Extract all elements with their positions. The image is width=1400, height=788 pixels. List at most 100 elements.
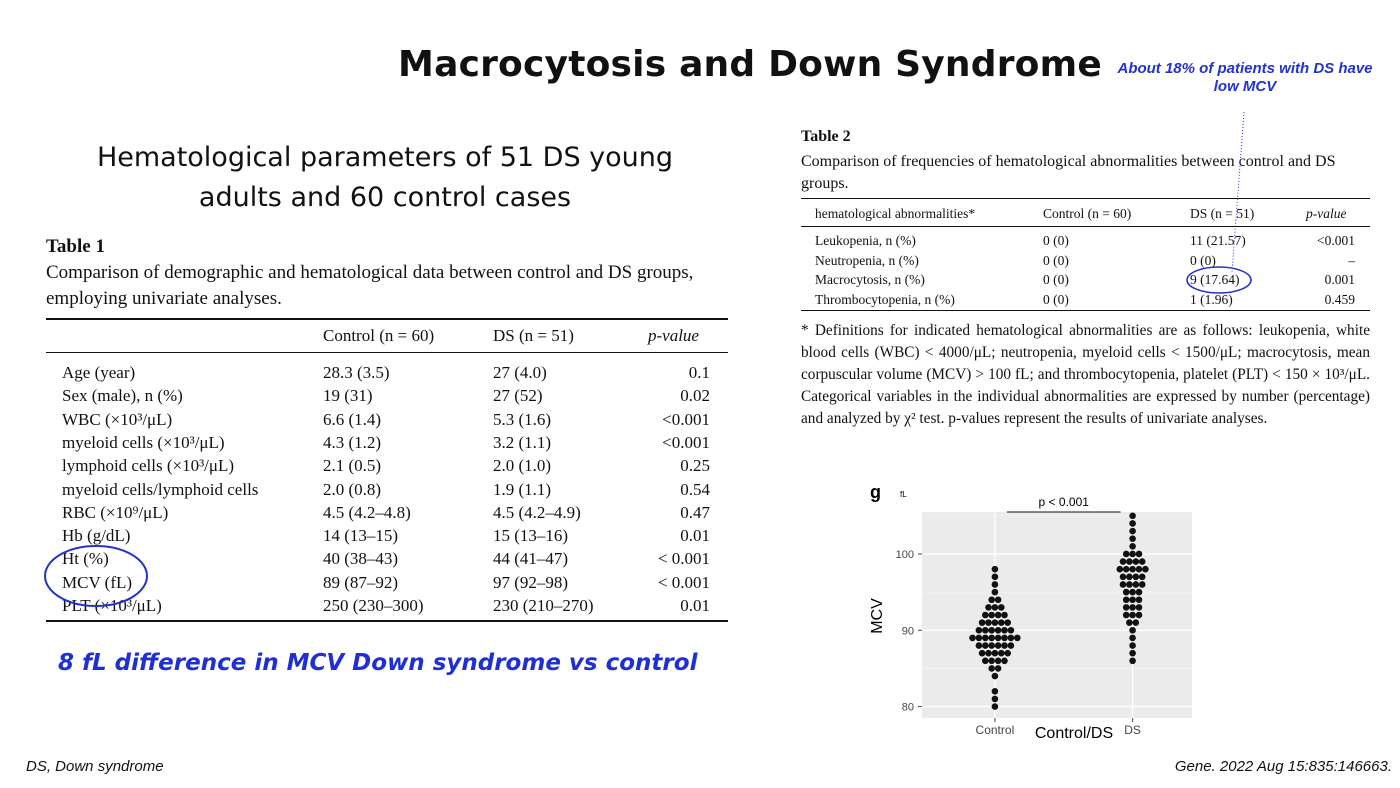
data-point-ds: [1132, 619, 1140, 626]
data-point-control: [1004, 649, 1011, 657]
data-point-control: [982, 642, 989, 649]
data-point-ds: [1129, 520, 1136, 527]
data-point-ds: [1129, 626, 1136, 634]
table2-cell: 0 (0): [1043, 291, 1069, 307]
footnote-left: DS, Down syndrome: [26, 758, 164, 775]
data-point-control: [991, 565, 999, 573]
data-point-control: [988, 626, 995, 634]
data-point-control: [994, 657, 1002, 665]
data-point-ds: [1129, 565, 1136, 573]
table1-row-label: Ht (%): [62, 549, 109, 569]
table1-row-label: Sex (male), n (%): [62, 386, 183, 406]
table2-cell: 0.459: [1324, 291, 1355, 307]
data-point-control: [991, 672, 999, 680]
data-point-control: [1001, 611, 1008, 619]
table1-cell: 250 (230–300): [323, 596, 424, 615]
table2-cell: –: [1348, 252, 1355, 268]
data-point-control: [991, 619, 999, 626]
data-point-control: [998, 649, 1005, 657]
data-point-control: [998, 619, 1005, 626]
table1-header-ds: DS (n = 51): [493, 326, 574, 345]
data-point-ds: [1135, 596, 1143, 604]
data-point-control: [985, 619, 992, 626]
data-point-ds: [1122, 604, 1130, 611]
table1-cell: 230 (210–270): [493, 596, 594, 615]
data-point-ds: [1129, 657, 1136, 665]
table1-cell: < 0.001: [657, 549, 710, 569]
table1-cell: 28.3 (3.5): [323, 363, 390, 382]
table1-cell: 44 (41–47): [493, 549, 569, 569]
data-point-control: [1001, 642, 1008, 649]
data-point-ds: [1119, 558, 1127, 565]
data-point-control: [1001, 626, 1008, 634]
table1-cell: 89 (87–92): [323, 572, 399, 592]
table1-cell: 2.1 (0.5): [323, 456, 382, 476]
data-point-ds: [1135, 604, 1143, 611]
table2-cell: 9 (17.64): [1190, 272, 1240, 287]
data-point-control: [991, 588, 999, 596]
data-point-control: [988, 634, 995, 642]
data-point-ds: [1122, 565, 1130, 573]
table1-cell: 5.3 (1.6): [493, 409, 552, 429]
table2-footnote: * Definitions for indicated hematologica…: [801, 322, 1370, 427]
data-point-control: [1007, 626, 1015, 634]
data-point-ds: [1135, 588, 1143, 596]
table1-row-label: RBC (×10⁹/μL): [62, 502, 169, 522]
data-point-control: [988, 657, 995, 665]
data-point-ds: [1119, 573, 1127, 581]
table2-cell: 0 (0): [1043, 233, 1069, 248]
callout-pointer: [1186, 111, 1252, 294]
table1-cell: 3.2 (1.1): [493, 432, 552, 452]
data-point-control: [991, 649, 999, 657]
data-point-ds: [1132, 581, 1140, 588]
p-value-annotation: p < 0.001: [1039, 495, 1090, 509]
table1-cell: 0.01: [680, 596, 710, 615]
table1-cell: 4.5 (4.2–4.8): [323, 502, 411, 522]
table1-cell: 0.25: [680, 456, 710, 476]
table1-cell: 40 (38–43): [323, 549, 399, 569]
table2-cell: 11 (21.57): [1190, 233, 1246, 248]
table2-header-rule: [801, 226, 1370, 227]
data-point-control: [985, 604, 992, 611]
data-point-control: [994, 665, 1002, 672]
unit-label: fL: [900, 490, 907, 499]
data-point-control: [988, 611, 995, 619]
data-point-ds: [1132, 558, 1140, 565]
table2-header-ds: DS (n = 51): [1190, 206, 1255, 221]
table2-header-abnormalities-text: hematological abnormalities*: [815, 206, 976, 221]
table1-row-label: lymphoid cells (×10³/μL): [62, 456, 235, 476]
data-point-ds: [1126, 558, 1133, 565]
slide-title: Macrocytosis and Down Syndrome: [398, 44, 1102, 85]
data-point-control: [994, 596, 1002, 604]
data-point-ds: [1122, 611, 1130, 619]
x-tick-label: DS: [1124, 723, 1141, 737]
data-point-ds: [1138, 581, 1146, 588]
data-point-control: [998, 604, 1005, 611]
callout-text: About 18% of patients with DS have low M…: [1117, 60, 1373, 95]
data-point-ds: [1116, 565, 1124, 573]
data-point-ds: [1122, 596, 1130, 604]
table2-row-label: Neutropenia, n (%): [815, 252, 919, 268]
table1-label: Table 1: [46, 236, 105, 257]
data-point-control: [991, 687, 999, 695]
data-point-ds: [1129, 588, 1136, 596]
table1-cell: 4.3 (1.2): [323, 432, 382, 452]
table1-cell: 6.6 (1.4): [323, 409, 382, 429]
data-point-control: [1004, 619, 1011, 626]
data-point-control: [975, 634, 983, 642]
data-point-ds: [1119, 581, 1127, 588]
data-point-control: [991, 573, 999, 581]
table1-cell: 15 (13–16): [493, 526, 569, 546]
data-point-ds: [1122, 588, 1130, 596]
table1-cell: 19 (31): [323, 386, 373, 406]
data-point-ds: [1129, 550, 1136, 558]
data-point-control: [978, 649, 986, 657]
table2-label: Table 2: [801, 128, 851, 145]
table1-row-label: WBC (×10³/μL): [62, 409, 173, 429]
table2-row-label: Macrocytosis, n (%): [815, 272, 925, 287]
data-point-control: [978, 619, 986, 626]
data-point-control: [991, 604, 999, 611]
data-point-ds: [1129, 535, 1136, 543]
data-point-ds: [1126, 573, 1133, 581]
data-point-control: [991, 695, 999, 703]
